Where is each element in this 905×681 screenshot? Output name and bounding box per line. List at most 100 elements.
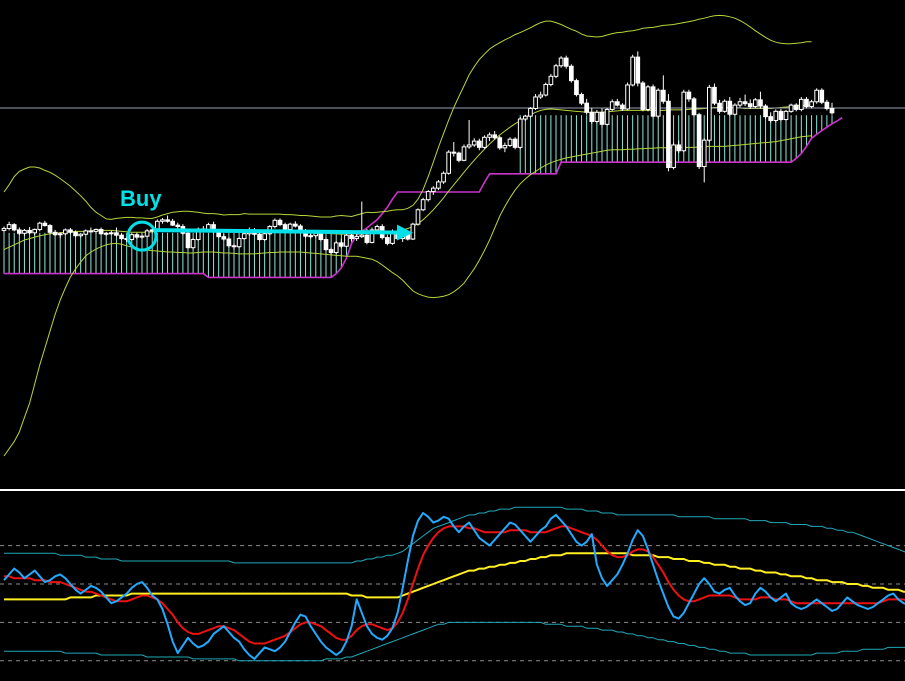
candle-body-up (160, 219, 165, 222)
candle-body-up (752, 99, 758, 108)
candle-body-down (277, 219, 283, 226)
candle-body-up (502, 144, 508, 149)
candle-body-down (328, 249, 334, 253)
candle-body-down (497, 137, 503, 149)
candle-body-down (717, 102, 722, 112)
candle-body-down (620, 104, 625, 110)
bollinger-middle-line (3, 104, 812, 251)
candle-body-down (73, 231, 78, 237)
candle-body-up (415, 209, 421, 225)
lower-band-line (4, 621, 905, 662)
buy-annotation: Buy (120, 186, 413, 252)
candle-body-down (11, 224, 17, 231)
candle-body-down (829, 107, 835, 114)
candle-body-down (691, 98, 697, 116)
candle-body-up (446, 151, 452, 174)
candle-body-up (308, 235, 314, 238)
candle-body-up (1, 227, 7, 231)
candle-body-up (83, 230, 89, 235)
candle-body-up (420, 199, 426, 211)
candle-body-down (568, 65, 574, 82)
candle-body-up (558, 57, 564, 67)
candle-body-up (78, 233, 84, 237)
candle-body-down (119, 234, 124, 240)
candle-body-down (318, 232, 324, 241)
candle-body-down (114, 232, 119, 236)
candle-body-up (553, 65, 559, 77)
candle-body-up (655, 89, 661, 117)
candle-body-down (170, 220, 176, 226)
candle-body-up (93, 228, 99, 232)
candle-body-down (778, 110, 784, 121)
candle-body-up (594, 111, 600, 122)
candle-body-down (175, 224, 181, 228)
candle-body-up (533, 96, 538, 109)
candle-body-up (732, 104, 738, 115)
candle-body-down (635, 56, 641, 84)
candle-body-down (338, 242, 344, 247)
candle-body-down (793, 104, 799, 110)
upper-band-line (4, 506, 905, 564)
candle-body-down (52, 231, 58, 236)
candle-body-up (609, 101, 615, 110)
candle-body-up (471, 140, 477, 146)
candle-body-up (466, 144, 472, 148)
candle-body-up (814, 89, 820, 103)
candle-body-down (768, 116, 774, 121)
candle-body-up (369, 229, 375, 243)
candle-body-up (788, 104, 794, 112)
candle-body-up (737, 101, 743, 106)
candle-body-up (354, 236, 360, 240)
candle-body-down (686, 91, 692, 100)
candle-body-down (282, 224, 288, 230)
candle-body-up (37, 222, 43, 230)
candle-body-up (436, 181, 441, 189)
candle-body-down (292, 223, 298, 227)
candle-body-up (287, 223, 293, 230)
candle-body-up (108, 232, 114, 235)
candle-body-up (236, 238, 242, 248)
candle-body-down (804, 98, 809, 108)
candle-body-down (323, 239, 329, 251)
candle-body-down (824, 101, 830, 109)
candle-body-down (579, 94, 584, 104)
candle-body-down (68, 229, 73, 233)
candle-body-up (190, 239, 196, 249)
candle-body-up (528, 107, 533, 117)
candle-body-down (599, 111, 605, 125)
buy-arrow (153, 228, 397, 235)
candle-body-up (241, 233, 247, 240)
candle-body-up (538, 94, 544, 98)
candle-body-down (512, 138, 518, 148)
candle-body-down (589, 111, 595, 122)
candle-body-up (671, 144, 676, 169)
candle-body-down (492, 134, 498, 139)
candle-body-down (185, 232, 191, 249)
candle-body-down (16, 229, 22, 234)
buy-marker-circle (126, 220, 158, 252)
candle-body-down (47, 225, 53, 233)
candle-body-up (783, 110, 789, 121)
buy-label: Buy (120, 186, 162, 211)
candle-body-up (22, 229, 27, 234)
candle-body-down (231, 245, 237, 248)
candle-body-up (630, 56, 636, 86)
candle-body-down (650, 86, 656, 117)
candle-body-up (461, 146, 467, 161)
price-panel (0, 14, 905, 457)
candle-body-up (430, 187, 436, 193)
candle-body-up (62, 229, 68, 235)
candle-body-up (359, 234, 365, 238)
candle-body-up (6, 224, 12, 229)
candle-body-up (139, 235, 145, 238)
candle-body-down (27, 229, 32, 234)
candle-body-down (696, 114, 702, 168)
candle-body-down (165, 219, 170, 222)
candle-body-down (660, 89, 666, 102)
candle-body-up (333, 242, 339, 253)
candle-body-up (272, 219, 278, 228)
candle-body-down (221, 236, 227, 240)
candle-body-up (722, 100, 728, 112)
candle-body-down (666, 100, 671, 169)
